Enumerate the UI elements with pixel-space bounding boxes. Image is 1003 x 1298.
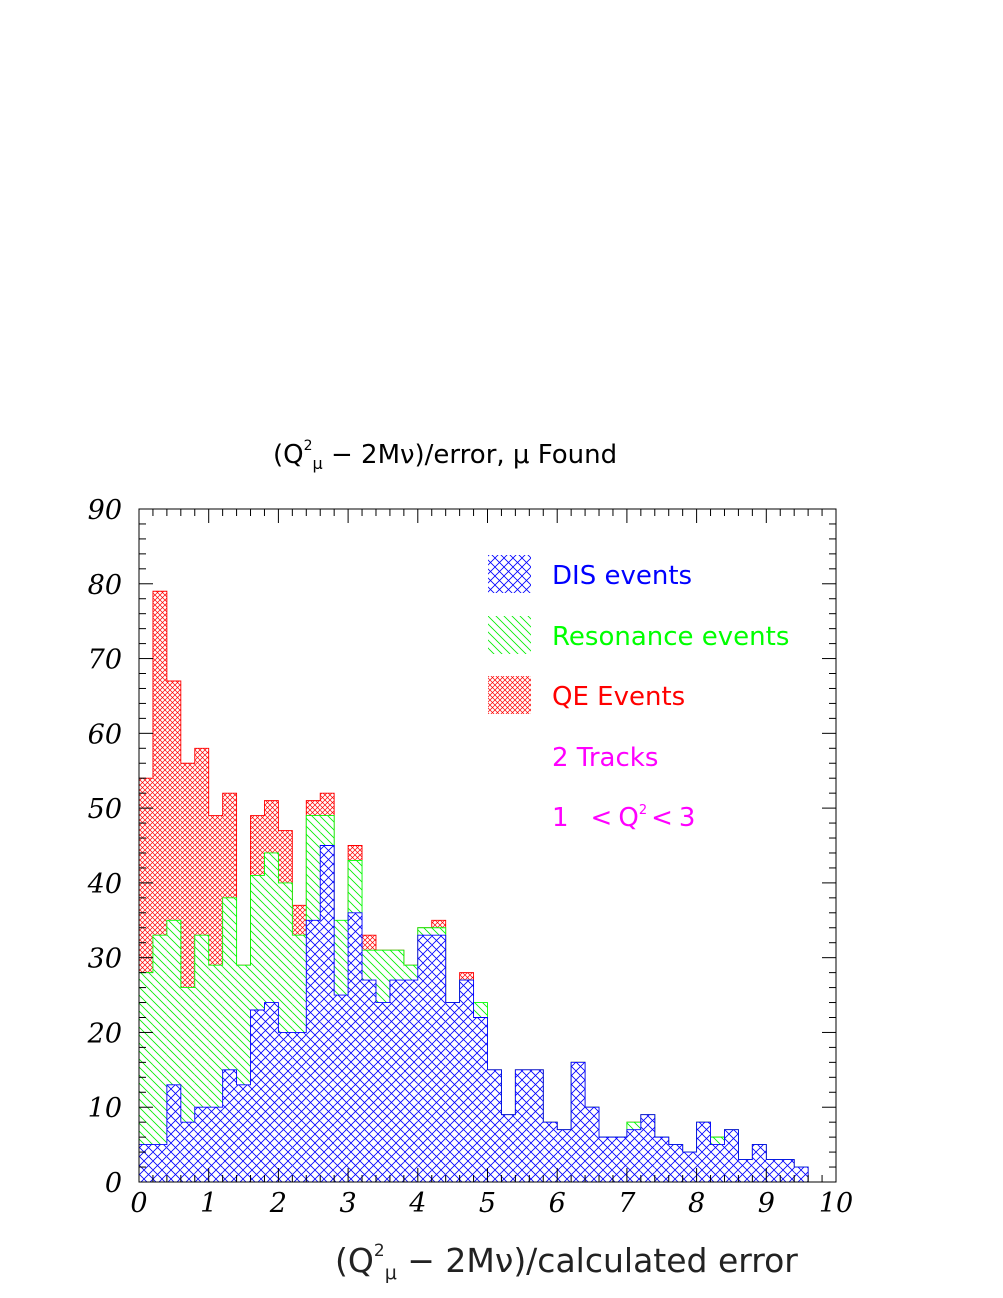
bar xyxy=(640,1114,655,1182)
x-tick-label: 4 xyxy=(408,1188,426,1219)
legend-swatch-resonance xyxy=(488,616,531,654)
bar xyxy=(208,1107,223,1182)
bar xyxy=(278,1032,293,1182)
bar xyxy=(780,1159,795,1182)
histogram-bars xyxy=(138,590,836,1183)
axis-ticks xyxy=(138,508,837,1183)
x-tick-label: 10 xyxy=(819,1188,853,1219)
legend: DIS events Resonance events QE Events 2 … xyxy=(488,555,789,833)
bar xyxy=(431,935,446,1182)
bar xyxy=(487,1069,502,1182)
bar xyxy=(236,1084,251,1182)
bar xyxy=(515,1069,530,1182)
bar xyxy=(459,980,474,1182)
x-tick-label: 9 xyxy=(758,1188,775,1219)
bar xyxy=(612,1137,627,1182)
y-tick-label: 40 xyxy=(87,869,122,900)
bar xyxy=(166,1084,181,1182)
bar xyxy=(752,1144,767,1182)
y-tick-label: 30 xyxy=(88,944,122,975)
bar xyxy=(152,935,167,1182)
bar xyxy=(264,1002,279,1182)
step-outline xyxy=(138,845,836,1183)
bar xyxy=(473,1017,488,1182)
legend-note-q2-range: 1 < Q2 <3 xyxy=(552,803,695,833)
bar xyxy=(222,1069,237,1182)
bar xyxy=(375,1002,390,1182)
bar xyxy=(585,1107,600,1182)
x-tick-labels: 0 1 2 3 4 5 6 7 8 9 10 xyxy=(130,1188,853,1219)
legend-label-dis: DIS events xyxy=(552,561,692,591)
y-tick-label: 60 xyxy=(88,719,122,750)
y-tick-labels: 0 10 20 30 40 50 60 70 80 90 xyxy=(87,495,122,1199)
bar xyxy=(389,980,404,1182)
bar xyxy=(306,920,321,1182)
x-tick-label: 0 xyxy=(130,1188,147,1219)
bar xyxy=(794,1167,809,1182)
y-tick-label: 50 xyxy=(88,794,122,825)
y-tick-label: 10 xyxy=(88,1093,122,1124)
bar xyxy=(152,1144,167,1182)
legend-note-tracks: 2 Tracks xyxy=(552,743,658,773)
bar xyxy=(417,935,432,1182)
y-tick-label: 90 xyxy=(88,495,122,526)
bar xyxy=(766,1159,781,1182)
y-tick-label: 80 xyxy=(88,570,122,601)
bar xyxy=(668,1144,683,1182)
bar xyxy=(599,1137,613,1182)
bar xyxy=(180,1122,195,1182)
legend-label-resonance: Resonance events xyxy=(552,622,789,652)
legend-swatch-qe xyxy=(488,676,531,714)
bar xyxy=(501,1114,516,1182)
bar xyxy=(194,1107,209,1182)
y-tick-label: 20 xyxy=(87,1018,122,1049)
bar xyxy=(362,980,376,1182)
x-axis-label: (Q2μ − 2Mν)/calculated error xyxy=(335,1241,798,1284)
chart-title: (Q2μ − 2Mν)/error, μ Found xyxy=(273,438,617,473)
bar xyxy=(139,1144,153,1182)
bar xyxy=(445,1002,460,1182)
x-tick-label: 8 xyxy=(688,1188,705,1219)
x-tick-label: 6 xyxy=(549,1188,566,1219)
bar xyxy=(571,1062,586,1182)
bar xyxy=(626,1129,641,1182)
bar xyxy=(320,845,335,1182)
bar xyxy=(529,1069,544,1182)
legend-swatch-dis xyxy=(488,555,531,593)
legend-label-qe: QE Events xyxy=(552,682,685,712)
x-tick-label: 3 xyxy=(340,1188,357,1219)
bar xyxy=(543,1122,558,1182)
x-tick-label: 2 xyxy=(269,1188,287,1219)
x-tick-label: 7 xyxy=(618,1188,636,1219)
bar xyxy=(738,1159,753,1182)
x-tick-label: 5 xyxy=(479,1188,496,1219)
bar xyxy=(724,1129,739,1182)
y-tick-label: 0 xyxy=(105,1168,122,1199)
x-tick-label: 1 xyxy=(200,1188,217,1219)
y-tick-label: 70 xyxy=(88,645,122,676)
bar xyxy=(654,1137,669,1182)
bar xyxy=(696,1122,711,1182)
bar xyxy=(292,1032,307,1182)
bar xyxy=(348,912,363,1182)
bar xyxy=(682,1152,697,1182)
bar xyxy=(250,1010,265,1182)
series-dis-events xyxy=(138,845,836,1183)
bar xyxy=(710,1144,725,1182)
bar xyxy=(334,995,349,1182)
bar xyxy=(403,980,418,1182)
bar xyxy=(557,1129,572,1182)
